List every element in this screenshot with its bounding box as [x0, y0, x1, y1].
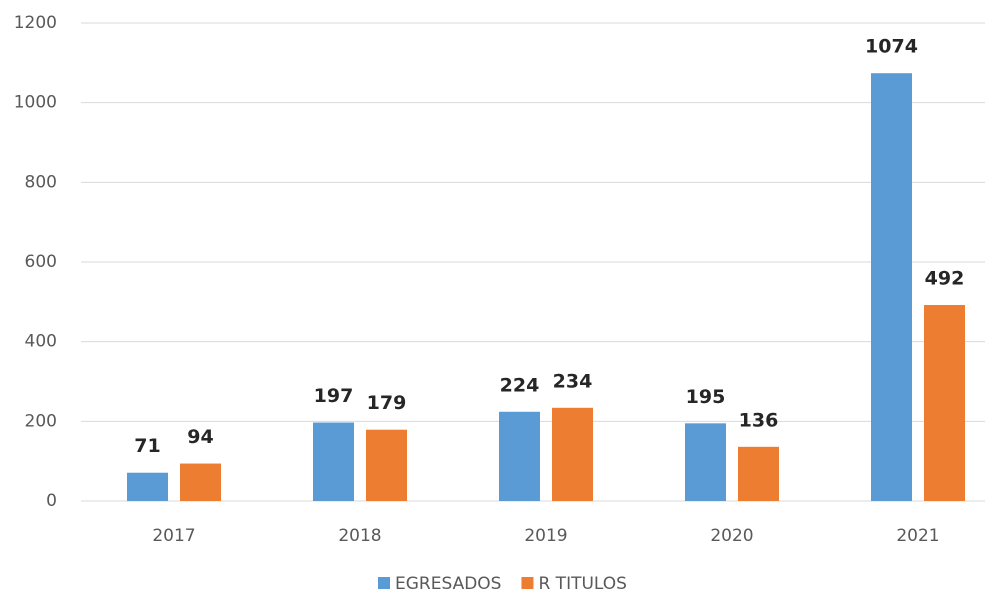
bar — [685, 423, 726, 501]
bar — [552, 407, 593, 501]
bar — [738, 446, 779, 501]
x-tick-label: 2017 — [152, 526, 195, 546]
y-tick-label: 1000 — [14, 93, 57, 113]
data-label: 224 — [500, 374, 540, 396]
y-tick-label: 600 — [25, 252, 57, 272]
x-tick-label: 2021 — [896, 526, 939, 546]
y-tick-label: 200 — [25, 411, 57, 431]
data-label: 195 — [686, 386, 726, 408]
bar — [127, 472, 168, 501]
data-label: 179 — [367, 392, 407, 414]
data-label: 492 — [925, 268, 965, 290]
data-label: 94 — [187, 426, 213, 448]
y-tick-label: 400 — [25, 332, 57, 352]
data-label: 197 — [314, 385, 354, 407]
y-tick-label: 800 — [25, 172, 57, 192]
data-label: 71 — [134, 435, 160, 457]
data-label: 234 — [553, 370, 593, 392]
legend-swatch — [378, 577, 390, 589]
x-tick-label: 2018 — [338, 526, 381, 546]
bar — [871, 73, 912, 501]
bar — [180, 463, 221, 501]
x-tick-label: 2019 — [524, 526, 567, 546]
bar — [924, 305, 965, 501]
data-label: 136 — [739, 409, 779, 431]
x-tick-label: 2020 — [710, 526, 753, 546]
data-label: 1074 — [865, 36, 918, 58]
y-tick-label: 1200 — [14, 13, 57, 33]
y-tick-label: 0 — [46, 491, 57, 511]
legend-swatch — [521, 577, 534, 589]
bar — [366, 429, 407, 501]
bar — [499, 411, 540, 501]
bar — [313, 422, 354, 501]
legend-label: EGRESADOS — [395, 574, 501, 593]
legend-label: R TITULOS — [538, 574, 626, 593]
